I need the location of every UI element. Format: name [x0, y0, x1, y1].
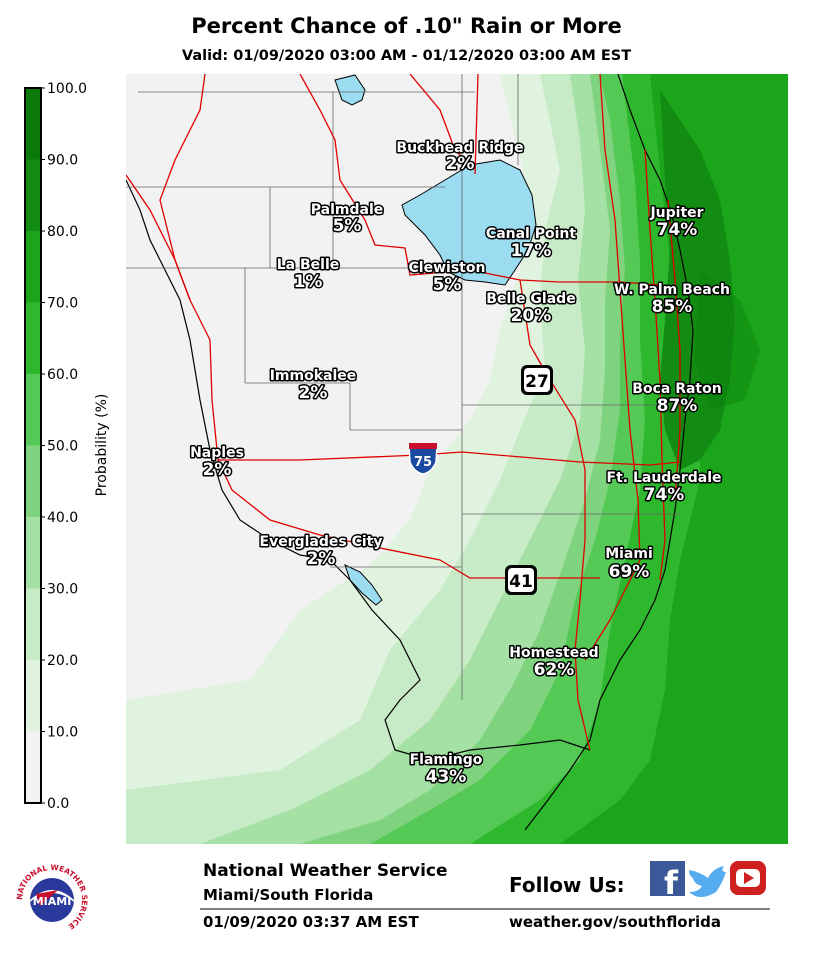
legend-tick-40: 40.0 [47, 510, 78, 526]
city-ft-lauderdale-pct: 74% [644, 485, 685, 505]
footer-office: Miami/South Florida [203, 886, 374, 904]
city-buckhead-ridge-pct: 2% [446, 154, 475, 174]
shield-i-75: 75 [408, 443, 438, 475]
legend-tick-80: 80.0 [47, 224, 78, 240]
city-palmdale-pct: 5% [333, 216, 362, 236]
city-boca-raton-name: Boca Raton [632, 381, 721, 397]
city-miami-name: Miami [605, 546, 653, 562]
map-panel: 27 75 41 Buckhead Ridge 2% Palmdale 5% C… [126, 74, 788, 844]
legend-tick-10: 10.0 [47, 725, 78, 741]
valid-period: Valid: 01/09/2020 03:00 AM - 01/12/2020 … [181, 48, 632, 64]
city-immokalee-name: Immokalee [270, 368, 357, 384]
city-jupiter-name: Jupiter [649, 205, 703, 221]
city-everglades-city-name: Everglades City [260, 534, 383, 550]
city-homestead-pct: 62% [534, 660, 575, 680]
shield-us-27: 27 [521, 365, 553, 395]
legend-axis-label: Probability (%) [94, 394, 110, 497]
legend-band-0-10 [25, 731, 41, 803]
footer-timestamp: 01/09/2020 03:37 AM EST [203, 913, 419, 931]
svg-text:f: f [664, 864, 679, 902]
legend-band-10-20 [25, 660, 41, 732]
legend-band-50-60 [25, 374, 41, 446]
city-buckhead-ridge-name: Buckhead Ridge [396, 140, 523, 156]
legend-colorbar: 100.0 90.0 80.0 70.0 60.0 50.0 40.0 30.0… [24, 81, 110, 812]
legend-band-80-90 [25, 159, 41, 231]
nws-logo: NATIONAL WEATHER SERVICE MIAMI [13, 861, 91, 939]
legend-band-30-40 [25, 517, 41, 589]
legend-band-90-100 [25, 88, 41, 160]
city-flamingo-name: Flamingo [410, 752, 483, 768]
nws-logo-city: MIAMI [33, 895, 72, 908]
city-canal-point-pct: 17% [511, 241, 552, 261]
legend-band-20-30 [25, 588, 41, 660]
city-immokalee-pct: 2% [299, 383, 328, 403]
footer-org: National Weather Service [203, 861, 448, 881]
facebook-icon[interactable]: f [650, 861, 685, 902]
city-palmdale-name: Palmdale [311, 202, 383, 218]
shield-us-41: 41 [505, 565, 537, 595]
shield-75-label: 75 [414, 455, 432, 470]
city-homestead-name: Homestead [509, 645, 598, 661]
city-naples-pct: 2% [203, 460, 232, 480]
city-clewiston-pct: 5% [433, 275, 462, 295]
city-jupiter-pct: 74% [657, 220, 698, 240]
map-title: Percent Chance of .10" Rain or More [191, 14, 622, 38]
highways [126, 74, 681, 751]
city-belle-glade-pct: 20% [511, 306, 552, 326]
legend-tick-0: 0.0 [47, 796, 69, 812]
legend-tick-50: 50.0 [47, 439, 78, 455]
county-lines [126, 74, 690, 700]
city-w-palm-beach-pct: 85% [652, 297, 693, 317]
city-la-belle-name: La Belle [277, 257, 340, 273]
city-clewiston-name: Clewiston [409, 260, 486, 276]
city-everglades-city-pct: 2% [307, 549, 336, 569]
city-ft-lauderdale-name: Ft. Lauderdale [607, 470, 722, 486]
city-miami-pct: 69% [609, 562, 650, 582]
youtube-icon[interactable] [730, 861, 766, 895]
lake-okeechobee [401, 159, 537, 286]
legend-tick-20: 20.0 [47, 653, 78, 669]
legend-tick-60: 60.0 [47, 367, 78, 383]
city-la-belle-pct: 1% [294, 272, 323, 292]
legend-band-40-50 [25, 445, 41, 517]
legend-tick-70: 70.0 [47, 296, 78, 312]
city-canal-point-name: Canal Point [486, 226, 576, 242]
gulf-coast [126, 179, 591, 761]
city-w-palm-beach-name: W. Palm Beach [614, 282, 730, 298]
city-flamingo-pct: 43% [426, 767, 467, 787]
band-70 [560, 74, 788, 844]
legend-tick-100: 100.0 [47, 81, 87, 97]
band-80 [660, 90, 735, 470]
atlantic-coast [524, 74, 694, 831]
city-naples-name: Naples [190, 445, 244, 461]
legend-band-70-80 [25, 231, 41, 303]
legend-tick-90: 90.0 [47, 153, 78, 169]
band-90-ocean [695, 270, 760, 410]
city-belle-glade-name: Belle Glade [486, 291, 575, 307]
city-boca-raton-pct: 87% [657, 396, 698, 416]
shield-41-label: 41 [509, 572, 533, 592]
twitter-icon[interactable] [689, 866, 726, 897]
shield-27-label: 27 [525, 372, 549, 392]
footer-url[interactable]: weather.gov/southflorida [509, 913, 722, 931]
legend-band-60-70 [25, 302, 41, 374]
footer-follow: Follow Us: [509, 873, 625, 897]
legend-tick-marks [41, 87, 45, 804]
legend-tick-30: 30.0 [47, 582, 78, 598]
lake-istokpoga [334, 74, 366, 106]
